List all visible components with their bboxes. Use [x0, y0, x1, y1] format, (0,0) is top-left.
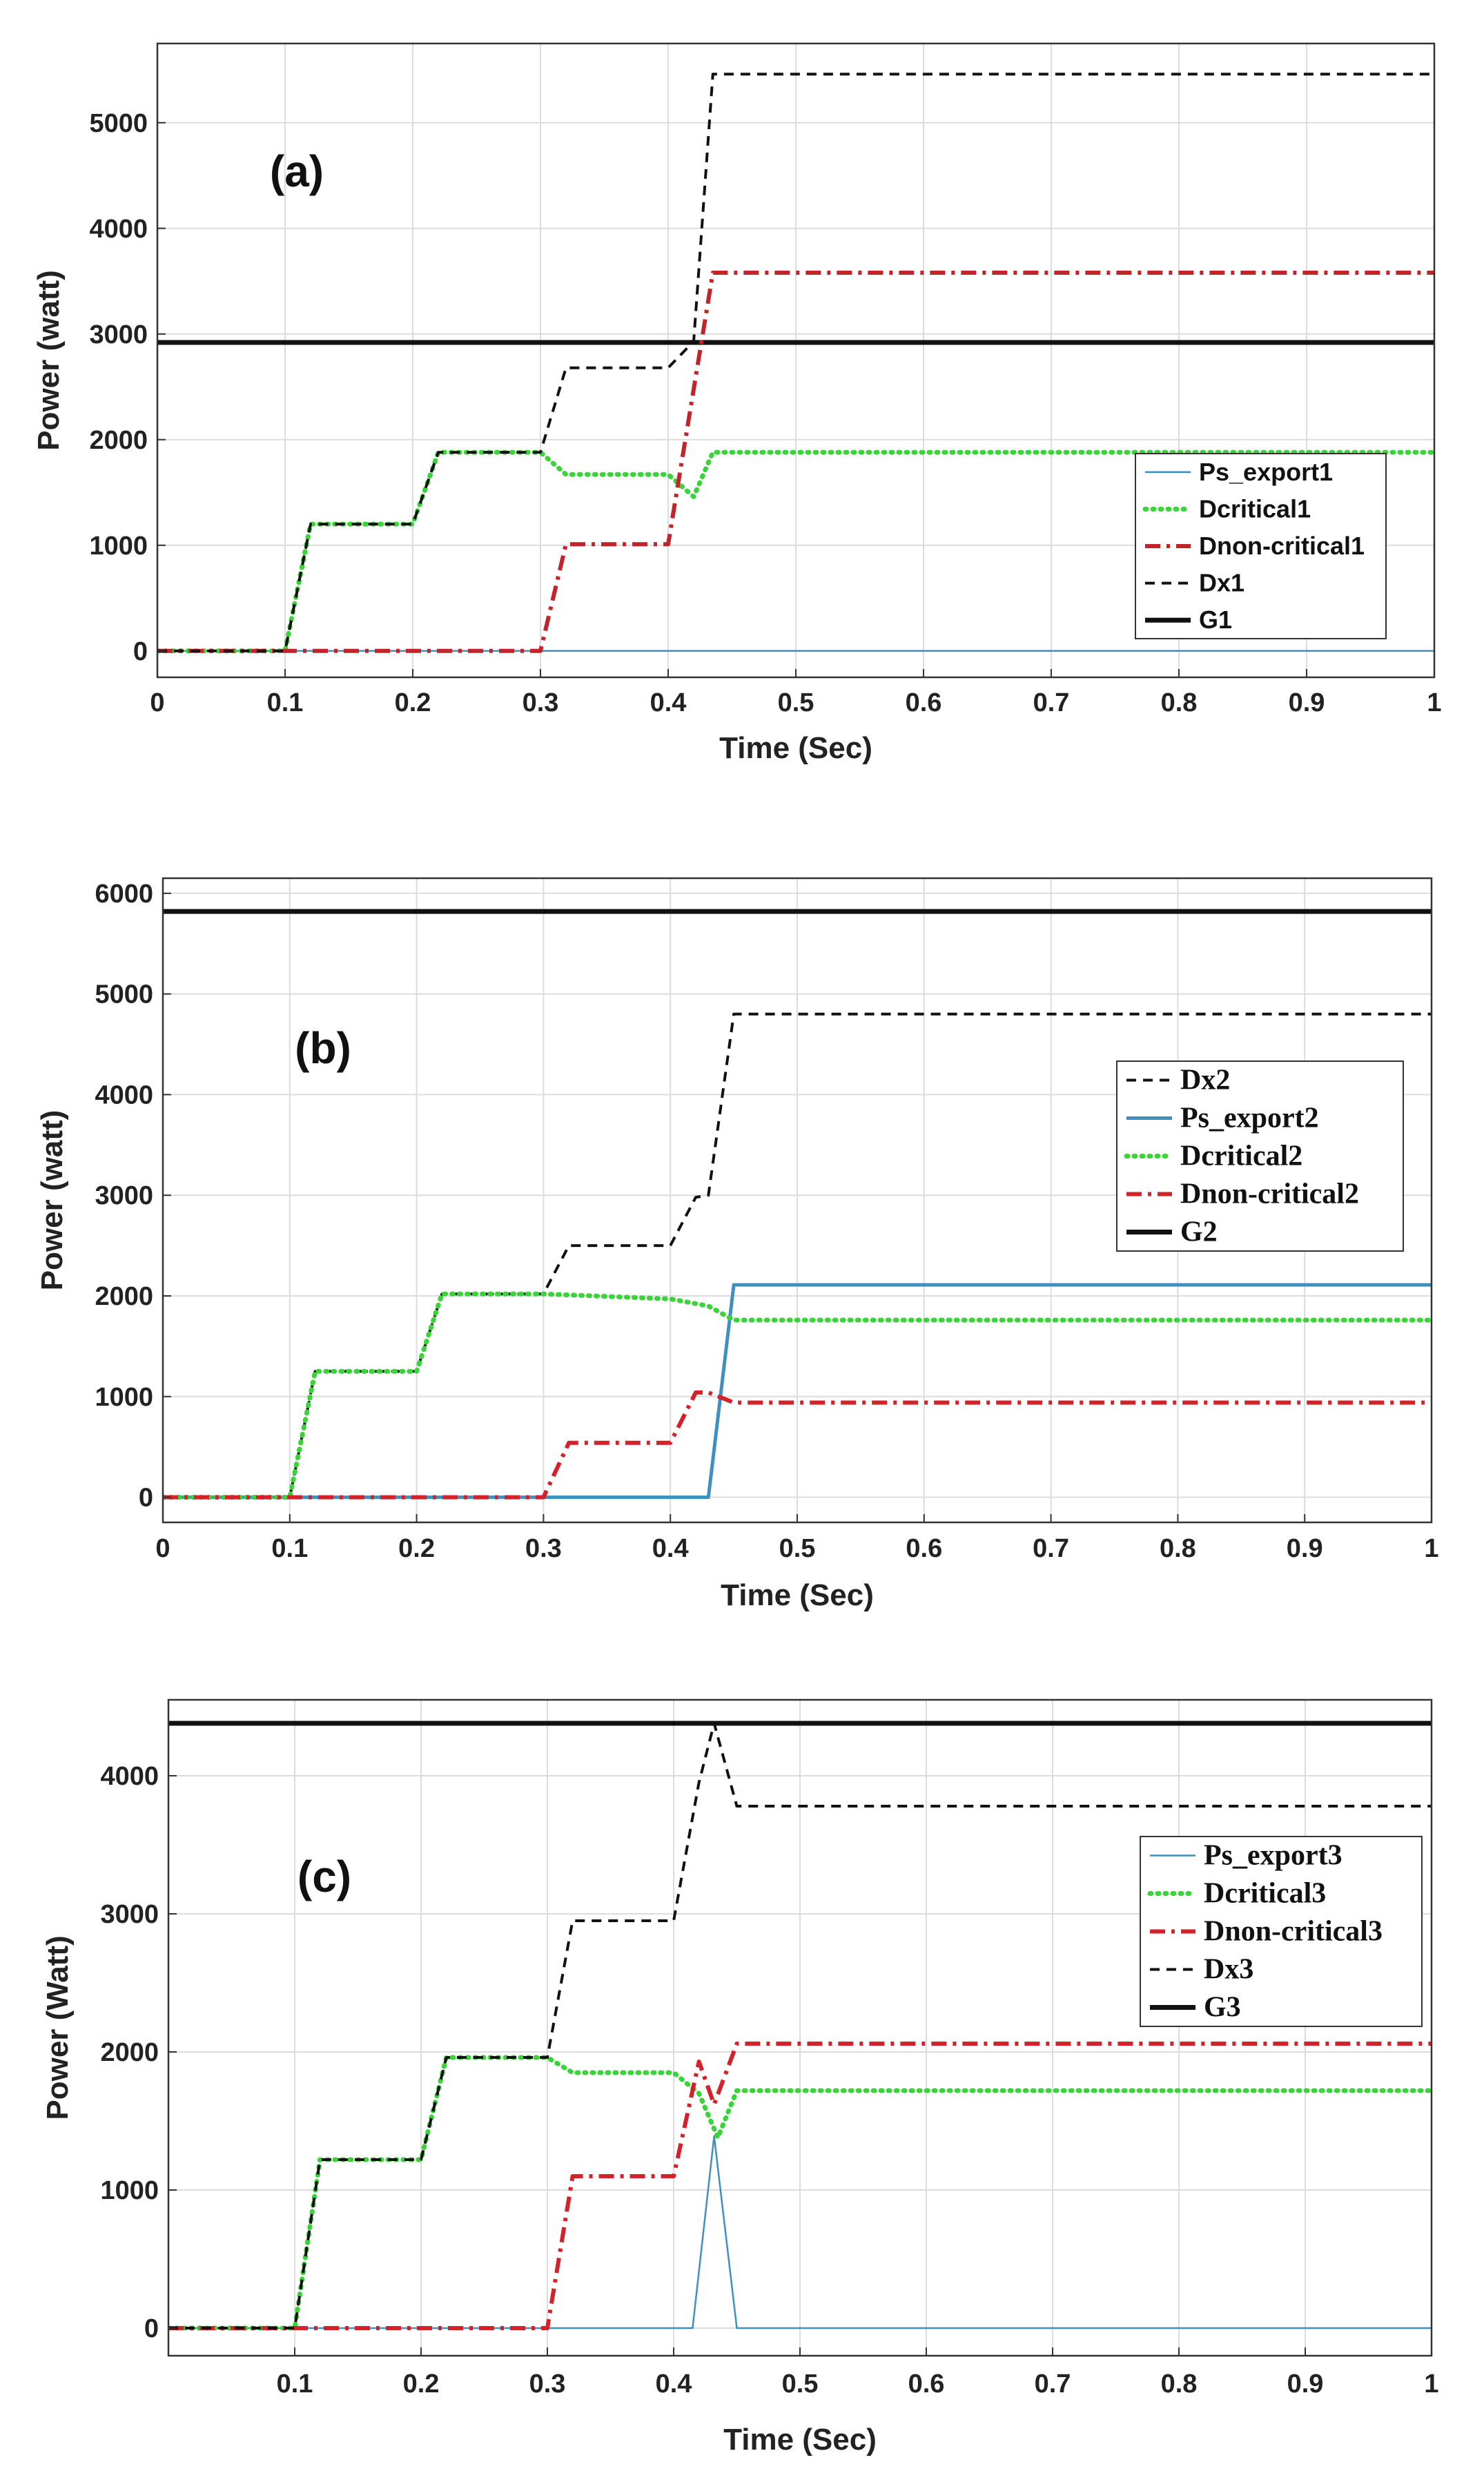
panel-b-y-tick-label: 1000 — [95, 1383, 153, 1412]
panel-c-x-tick-label: 0.4 — [656, 2370, 692, 2399]
panel-b-x-tick-label: 0.9 — [1287, 1534, 1323, 1563]
panel-b-x-axis-label: Time (Sec) — [721, 1578, 874, 1612]
panel-b-legend-label-dnon-critical2: Dnon-critical2 — [1180, 1179, 1359, 1210]
panel-a-x-tick-label: 0.2 — [395, 688, 431, 717]
panel-c-x-tick-label: 0.2 — [403, 2370, 440, 2399]
panel-a-x-tick-label: 0 — [150, 688, 164, 717]
panel-c-series-group — [168, 1721, 1432, 2331]
panel-b-legend-label-g2: G2 — [1180, 1217, 1218, 1248]
panel-c-legend: Ps_export3 Dcritical3 Dnon-critical3 Dx3 G3 — [1140, 1836, 1423, 2027]
panel-c-x-tick-label: 1 — [1424, 2370, 1438, 2399]
panel-b-x-tick-label: 0.6 — [906, 1534, 942, 1563]
panel-a-series-dnon-critical1 — [157, 271, 1434, 653]
panel-c-x-tick-label: 0.6 — [908, 2370, 945, 2399]
panel-b-legend-label-dx2: Dx2 — [1180, 1065, 1230, 1096]
panel-b-legend-label-ps-export2: Ps_export2 — [1180, 1103, 1319, 1134]
panel-c-legend-label-ps-export3: Ps_export3 — [1204, 1840, 1343, 1872]
panel-b-legend-label-dcritical2: Dcritical2 — [1180, 1141, 1302, 1172]
panel-c-y-axis-label: Power (Watt) — [41, 1935, 75, 2120]
panel-a-y-tick-label: 5000 — [89, 109, 148, 138]
panel-a-x-tick-label: 0.3 — [523, 688, 559, 717]
panel-a-series-group — [157, 72, 1434, 654]
panel-c-chart: 0.1 0.2 0.3 0.4 0.5 0.6 0.7 0.8 0.9 1 0 1000 2000 300… — [41, 1698, 1439, 2457]
panel-a-legend-label-ps-export1: Ps_export1 — [1199, 458, 1333, 486]
panel-b-y-tick-label: 3000 — [95, 1181, 153, 1210]
panel-b-x-tick-label: 0 — [155, 1534, 170, 1563]
panel-a-panel-label: (a) — [270, 146, 324, 196]
panel-a-legend-label-dx1: Dx1 — [1199, 569, 1244, 597]
panel-a-series-dx1 — [157, 72, 1434, 652]
panel-b-x-tick-label: 0.4 — [652, 1534, 689, 1563]
panel-b-x-tick-label: 0.1 — [271, 1534, 308, 1563]
panel-a-x-tick-label: 0.6 — [906, 688, 942, 717]
panel-c-y-tick-label: 3000 — [100, 1900, 159, 1929]
panel-a-legend-label-dnon-critical1: Dnon-critical1 — [1199, 532, 1365, 560]
panel-b-x-tick-label: 0.2 — [398, 1534, 435, 1563]
panel-c-series-dnon-critical3 — [168, 2042, 1432, 2330]
panel-c-x-tick-label: 0.8 — [1161, 2370, 1198, 2399]
panel-a-x-tick-label: 0.9 — [1289, 688, 1325, 717]
panel-a-x-tick-label: 0.5 — [778, 688, 814, 717]
panel-b-y-tick-label: 2000 — [95, 1282, 153, 1311]
panel-a-y-tick-label: 0 — [133, 637, 148, 666]
panel-b-y-tick-label: 6000 — [95, 880, 153, 909]
panel-c-legend-label-dnon-critical3: Dnon-critical3 — [1204, 1916, 1383, 1948]
panel-c-y-tick-label: 4000 — [100, 1762, 159, 1791]
panel-a-x-tick-label: 1 — [1427, 688, 1441, 717]
panel-b-x-tick-label: 0.5 — [779, 1534, 816, 1563]
panel-c-y-tick-label: 2000 — [100, 2038, 159, 2067]
panel-c-x-axis-label: Time (Sec) — [723, 2423, 877, 2457]
panel-b-series-dcritical2 — [163, 1291, 1432, 1500]
panel-a-legend-label-dcritical1: Dcritical1 — [1199, 494, 1311, 523]
panel-b-chart: 0 0.1 0.2 0.3 0.4 0.5 0.6 0.7 0.8 0.9 1 0 1000 2000 30… — [35, 877, 1439, 1612]
panel-c-x-tick-label: 0.9 — [1287, 2370, 1324, 2399]
panel-b-x-tick-label: 0.7 — [1033, 1534, 1069, 1563]
panel-a-x-axis-label: Time (Sec) — [719, 731, 872, 765]
panel-c-series-dx3 — [168, 1722, 1432, 2329]
panel-a-legend: Ps_export1 Dcritical1 Dnon-critical1 Dx1 G1 — [1135, 453, 1387, 639]
panel-b-x-tick-label: 0.3 — [525, 1534, 562, 1563]
panel-b-series-group — [163, 909, 1432, 1500]
panel-b-series-dnon-critical2 — [163, 1390, 1432, 1500]
panel-c-y-tick-label: 0 — [144, 2314, 159, 2343]
panel-b-y-axis-label: Power (watt) — [35, 1110, 69, 1291]
panel-a-y-tick-label: 2000 — [89, 426, 148, 455]
panel-a-y-axis-label: Power (watt) — [32, 270, 66, 451]
panel-b-x-tick-label: 0.8 — [1160, 1534, 1196, 1563]
panel-c-legend-label-dx3: Dx3 — [1204, 1954, 1253, 1986]
panel-a-legend-label-g1: G1 — [1199, 606, 1232, 634]
panel-c-x-tick-label: 0.1 — [277, 2370, 313, 2399]
panel-b-y-tick-label: 5000 — [95, 980, 153, 1009]
panel-c-legend-label-dcritical3: Dcritical3 — [1204, 1878, 1326, 1910]
panel-a-x-tick-label: 0.4 — [650, 688, 687, 717]
panel-b-legend: Dx2 Ps_export2 Dcritical2 Dnon-critical2 G2 — [1116, 1060, 1404, 1252]
panel-b-panel-label: (b) — [295, 1023, 351, 1073]
panel-c-y-tick-label: 1000 — [100, 2176, 159, 2205]
panel-c-legend-label-g3: G3 — [1204, 1992, 1241, 2024]
panel-a-y-tick-label: 3000 — [89, 320, 148, 349]
panel-c-x-tick-label: 0.7 — [1035, 2370, 1071, 2399]
panel-a-x-tick-label: 0.8 — [1161, 688, 1198, 717]
panel-c-x-tick-label: 0.3 — [529, 2370, 566, 2399]
panel-a-y-tick-label: 4000 — [89, 215, 148, 244]
panel-a-x-tick-label: 0.1 — [267, 688, 304, 717]
panel-c-x-tick-label: 0.5 — [782, 2370, 819, 2399]
panel-c-panel-label: (c) — [297, 1852, 351, 1901]
panel-b-y-tick-label: 4000 — [95, 1081, 153, 1110]
panel-a-x-tick-label: 0.7 — [1033, 688, 1070, 717]
panel-b-y-tick-label: 0 — [139, 1484, 153, 1513]
panel-a-y-tick-label: 1000 — [89, 532, 148, 561]
panel-a-chart: 0 0.1 0.2 0.3 0.4 0.5 0.6 0.7 0.8 0.9 1 0 1000 2000 30… — [32, 42, 1442, 765]
panel-b-x-tick-label: 1 — [1424, 1534, 1438, 1563]
